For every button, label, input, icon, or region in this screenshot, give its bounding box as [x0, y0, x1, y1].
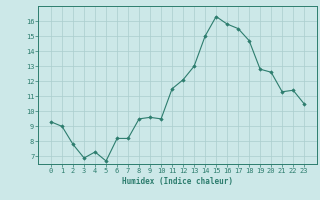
X-axis label: Humidex (Indice chaleur): Humidex (Indice chaleur) — [122, 177, 233, 186]
